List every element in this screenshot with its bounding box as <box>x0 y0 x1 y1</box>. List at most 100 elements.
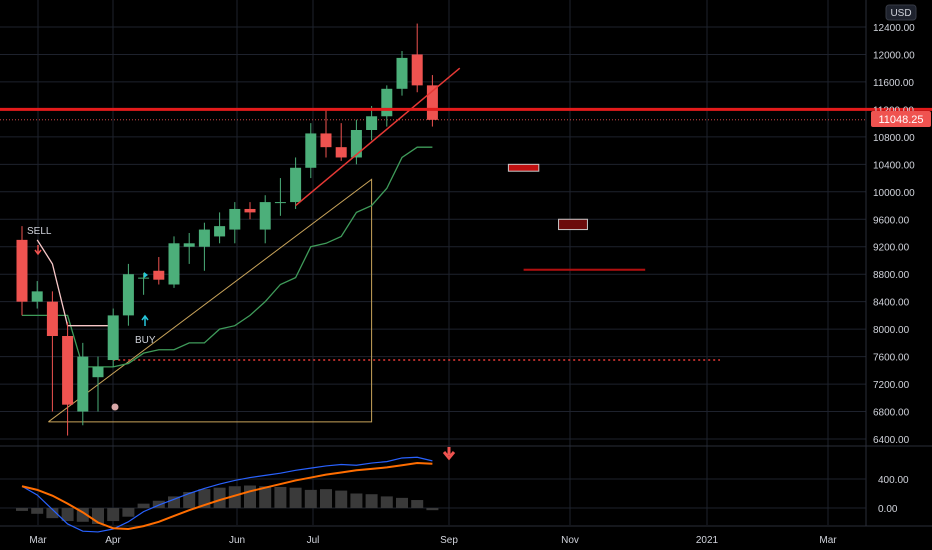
y-tick-label: 10400.00 <box>873 160 915 171</box>
macd-hist-bar <box>396 497 408 508</box>
x-tick-label: Apr <box>105 535 121 546</box>
macd-hist-bar <box>304 489 317 508</box>
y-tick-label: 7200.00 <box>873 380 910 391</box>
candle-body <box>259 202 271 230</box>
macd-hist-bar <box>107 508 120 522</box>
y-tick-label: 6400.00 <box>873 435 910 446</box>
sell-annotation: SELL <box>27 226 52 237</box>
candle-body <box>122 274 134 316</box>
macd-hist-bar <box>168 496 180 508</box>
y-tick-label: 10800.00 <box>873 133 915 144</box>
macd-hist-bar <box>213 487 226 508</box>
candle-body <box>305 133 317 168</box>
x-tick-label: 2021 <box>696 535 719 546</box>
chart-grid <box>0 0 932 527</box>
x-tick-label: Jul <box>307 535 320 546</box>
price-axis[interactable]: 12400.00 12000.00 11600.00 11200.00 10800.00… <box>873 23 915 515</box>
macd-hist-bar <box>380 496 393 508</box>
pink-stop-line <box>36 239 114 327</box>
candle-body <box>46 301 58 336</box>
candle-body <box>274 202 286 204</box>
macd-hist-bar <box>61 508 74 522</box>
candle-body <box>153 270 165 280</box>
macd-hist-bar <box>320 489 332 508</box>
y-tick-label: 6800.00 <box>873 408 910 419</box>
y-tick-label: 12400.00 <box>873 23 915 34</box>
candles-series <box>16 23 438 436</box>
candle-body <box>396 57 408 89</box>
macd-hist-bar <box>183 492 196 508</box>
signal-line <box>21 462 433 531</box>
candle-body <box>138 277 150 279</box>
candle-body <box>426 85 438 120</box>
macd-line <box>21 456 433 533</box>
drawing-overlays <box>0 119 866 423</box>
candle-body <box>381 88 393 117</box>
macd-hist-bar <box>365 494 378 508</box>
flag-marker-icon <box>144 272 148 278</box>
x-tick-label: Mar <box>819 535 837 546</box>
macd-hist-bar <box>152 500 165 508</box>
last-price-label: 11048.25 <box>878 114 923 126</box>
y-tick-label: 9600.00 <box>873 215 910 226</box>
buy-annotation: BUY <box>135 335 156 346</box>
x-tick-label: Sep <box>440 535 458 546</box>
candle-body <box>335 147 347 158</box>
candle-body <box>62 336 74 405</box>
candle-body <box>198 229 210 247</box>
candle-body <box>168 243 180 285</box>
x-tick-label: Jun <box>229 535 245 546</box>
candle-body <box>290 167 302 203</box>
macd-hist-bar <box>16 508 28 511</box>
y-tick-label: 8800.00 <box>873 270 910 281</box>
macd-y-tick-label: 400.00 <box>878 475 909 486</box>
zone-box <box>523 268 646 271</box>
candle-body <box>31 291 43 302</box>
candle-body <box>411 54 423 86</box>
macd-hist-bar <box>335 490 348 508</box>
y-tick-label: 11600.00 <box>873 78 914 89</box>
macd-hist-bar <box>289 487 302 508</box>
trendline <box>295 67 461 207</box>
y-tick-label: 7600.00 <box>873 353 910 364</box>
candle-body <box>320 133 332 148</box>
x-tick-label: Nov <box>561 535 579 546</box>
macd-pane <box>0 456 866 533</box>
macd-hist-bar <box>244 485 256 508</box>
macd-hist-bar <box>426 508 439 511</box>
candle-body <box>214 226 226 237</box>
y-tick-label: 8400.00 <box>873 298 910 309</box>
currency-label: USD <box>890 8 911 19</box>
candle-body <box>16 239 28 302</box>
macd-hist-bar <box>137 503 150 508</box>
buy-arrow-icon <box>141 314 149 326</box>
macd-hist-bar <box>411 500 424 508</box>
candle-body <box>183 243 195 247</box>
macd-hist-bar <box>350 493 363 508</box>
y-tick-label: 12000.00 <box>873 50 915 61</box>
x-tick-label: Mar <box>29 535 47 546</box>
macd-y-tick-label: 0.00 <box>878 504 898 515</box>
candle-body <box>366 116 378 130</box>
macd-hist-bar <box>122 508 135 517</box>
candle-body <box>107 315 119 361</box>
currency-badge[interactable] <box>885 4 917 21</box>
y-tick-label: 8000.00 <box>873 325 910 336</box>
candle-body <box>350 130 362 158</box>
y-tick-label: 10000.00 <box>873 188 915 199</box>
candle-body <box>244 208 256 213</box>
green-stop-line <box>22 146 433 368</box>
macd-sell-arrow-icon <box>442 447 456 461</box>
y-tick-label: 9200.00 <box>873 243 910 254</box>
time-axis[interactable]: Mar Apr Jun Jul Sep Nov 2021 Mar <box>29 535 837 546</box>
candle-body <box>229 208 241 230</box>
drawing-overlays-front <box>0 67 932 461</box>
y-tick-label: 11200.00 <box>873 105 914 116</box>
last-price-badge <box>871 111 931 127</box>
macd-hist-bar <box>31 508 44 514</box>
sell-arrow-icon <box>34 245 42 256</box>
pink-dot-marker <box>111 403 119 411</box>
candle-body <box>92 366 104 378</box>
zone-box <box>558 218 588 231</box>
